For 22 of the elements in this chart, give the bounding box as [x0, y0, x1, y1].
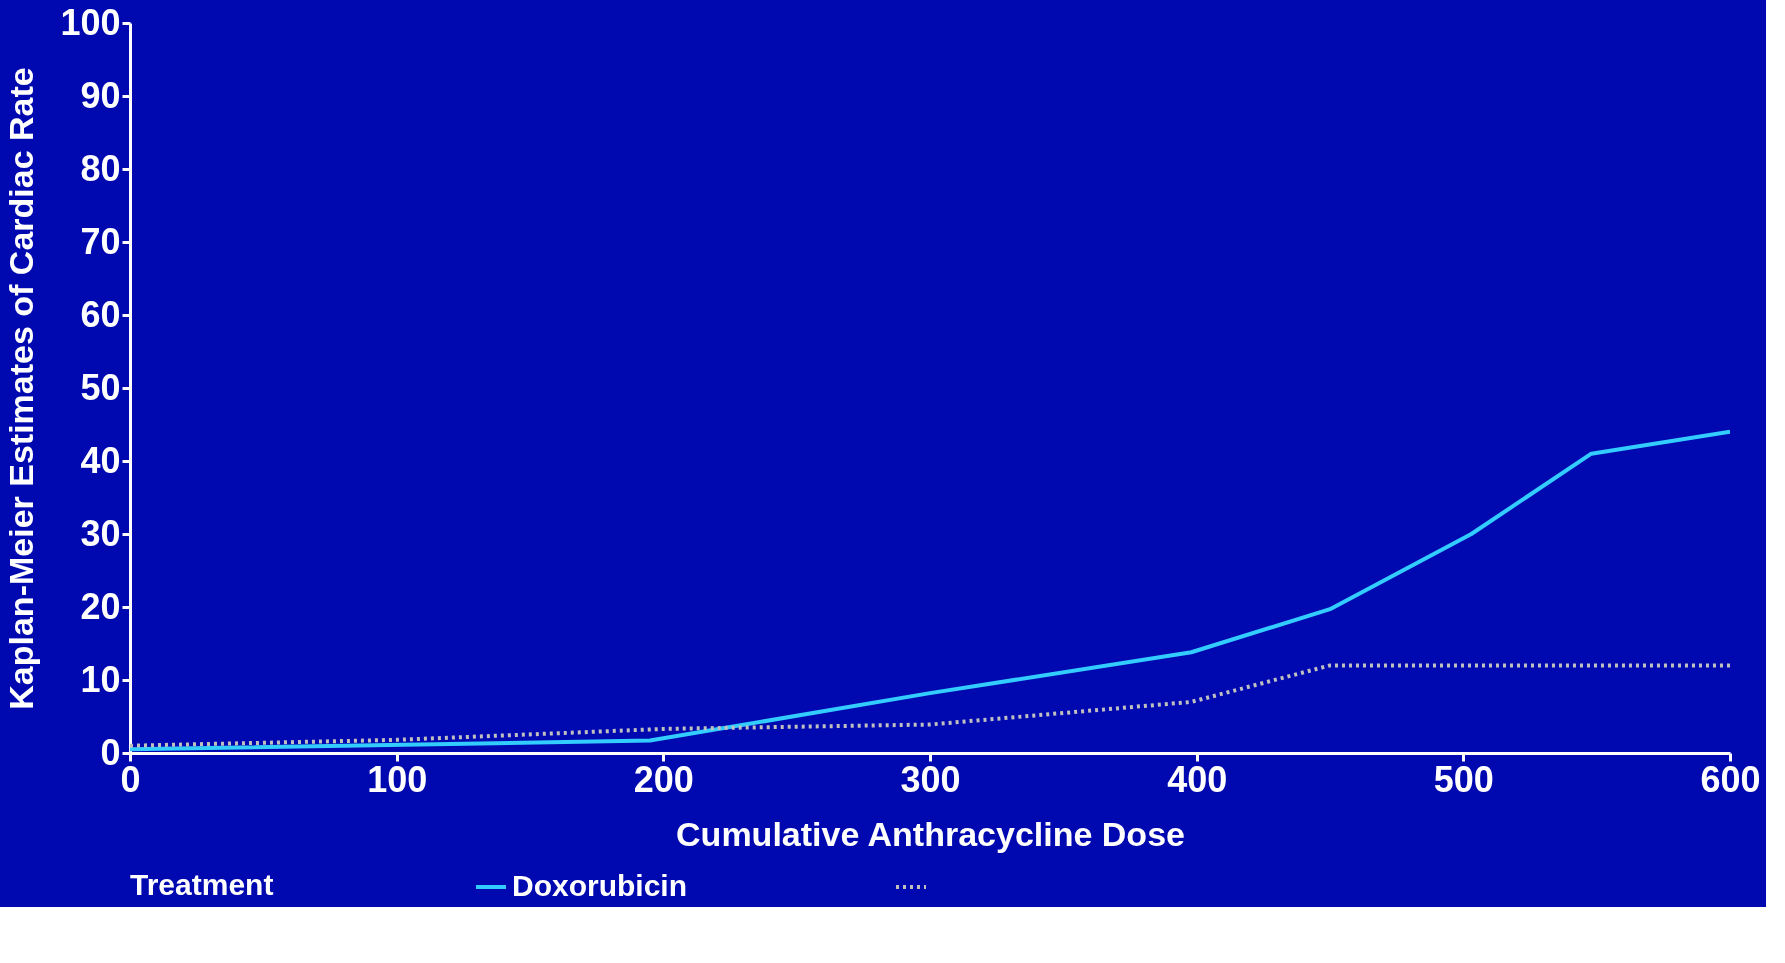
x-axis-title: Cumulative Anthracycline Dose	[676, 814, 1185, 853]
y-tick-label: 40	[80, 439, 121, 481]
y-tick-label: 10	[80, 658, 121, 700]
y-tick-label: 60	[80, 293, 121, 335]
y-tick-label: 50	[80, 366, 121, 408]
y-tick-label: 100	[60, 1, 121, 43]
y-tick-label: 70	[80, 220, 121, 262]
y-tick-label: 90	[80, 74, 121, 116]
y-tick-label: 0	[100, 731, 121, 773]
y-axis-title: Kaplan-Meier Estimates of Cardiac Rate	[2, 67, 41, 710]
x-tick-label: 300	[900, 758, 961, 800]
x-tick-label: 600	[1700, 758, 1761, 800]
y-tick-label: 20	[80, 585, 121, 627]
legend-title: Treatment	[130, 868, 274, 901]
line-series	[130, 663, 1730, 748]
x-tick-label: 200	[633, 758, 694, 800]
y-tick-label: 80	[80, 147, 121, 189]
x-tick-label: 500	[1433, 758, 1494, 800]
legend-label: Doxorubicin	[512, 869, 688, 902]
x-tick-label: 100	[367, 758, 428, 800]
x-tick-label: 400	[1167, 758, 1228, 800]
y-tick-label: 30	[80, 512, 121, 554]
